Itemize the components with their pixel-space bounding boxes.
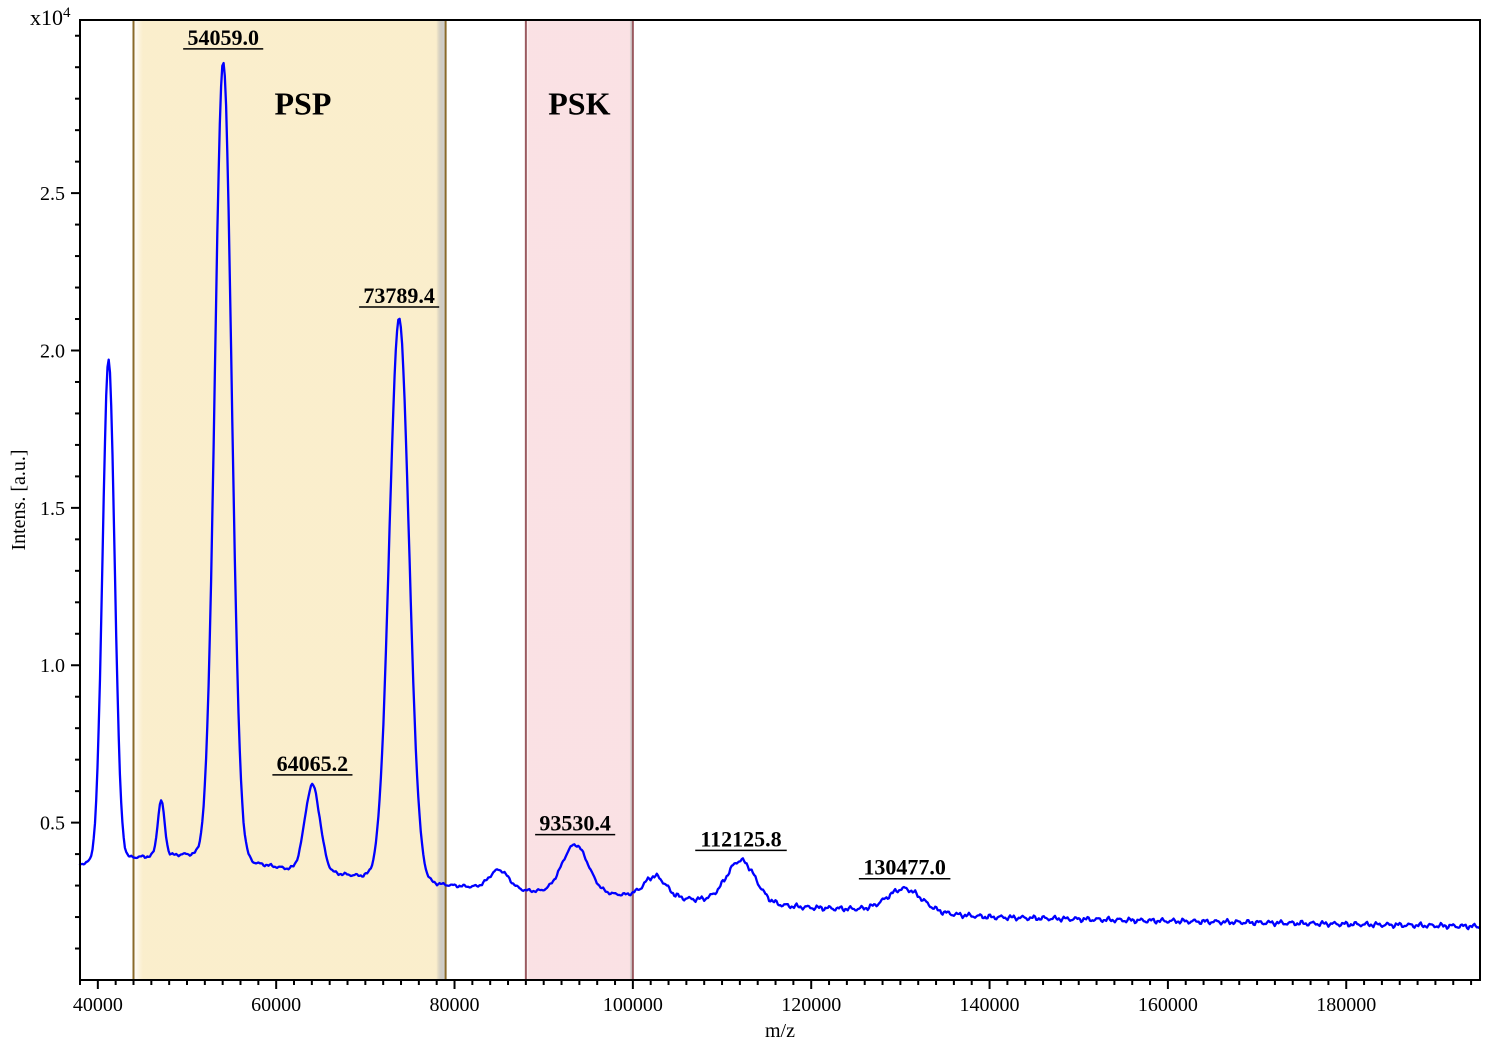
x-tick-label: 140000 <box>960 994 1020 1016</box>
y-tick-label: 2.0 <box>40 340 65 362</box>
peak-label-73789-4: 73789.4 <box>363 283 435 308</box>
region-psk <box>526 20 633 980</box>
mass-spectrum-chart: PSP PSK 54059.0 64065.2 73789.4 93530.4 112125… <box>0 0 1499 1052</box>
x-tick-label: 160000 <box>1138 994 1198 1016</box>
peak-label-54059-0: 54059.0 <box>187 25 259 50</box>
peak-label-112125-8: 112125.8 <box>700 826 781 851</box>
region-label-psp: PSP <box>274 85 331 121</box>
chart-svg: PSP PSK 54059.0 64065.2 73789.4 93530.4 112125… <box>0 0 1499 1052</box>
y-tick-label: 1.0 <box>40 655 65 677</box>
x-tick-label: 180000 <box>1316 994 1376 1016</box>
x-tick-label: 40000 <box>73 994 123 1016</box>
x-tick-label: 80000 <box>430 994 480 1016</box>
y-axis-label: Intens. [a.u.] <box>8 449 30 550</box>
y-tick-label: 1.5 <box>40 498 65 520</box>
region-psp <box>134 20 446 980</box>
peak-label-93530-4: 93530.4 <box>539 811 611 836</box>
x-tick-label: 100000 <box>603 994 663 1016</box>
peak-label-64065-2: 64065.2 <box>277 751 349 776</box>
x-tick-label: 120000 <box>781 994 841 1016</box>
peak-label-130477-0: 130477.0 <box>863 855 946 880</box>
x-tick-label: 60000 <box>251 994 301 1016</box>
region-label-psk: PSK <box>548 85 610 121</box>
y-tick-label: 0.5 <box>40 813 65 835</box>
x-axis-label: m/z <box>765 1020 795 1042</box>
y-tick-label: 2.5 <box>40 183 65 205</box>
